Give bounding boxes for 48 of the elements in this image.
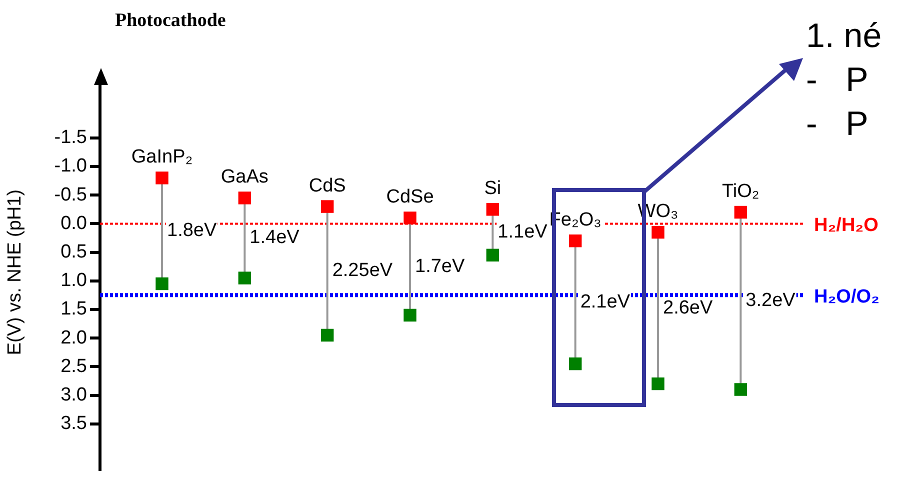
point xyxy=(156,277,168,290)
annotation: 1.8eV xyxy=(167,220,217,242)
ref-line-label: H₂O/O₂ xyxy=(814,286,880,308)
ref-line-label: H₂/H₂O xyxy=(814,214,878,236)
point xyxy=(568,357,582,370)
annotation: 1.7eV xyxy=(415,256,465,277)
point xyxy=(652,226,664,239)
point xyxy=(238,192,252,204)
point xyxy=(568,234,582,248)
text: - P xyxy=(806,60,870,101)
point xyxy=(486,248,500,262)
annotation: 1.1eV xyxy=(498,222,548,242)
y-tick-label: -1.5 xyxy=(54,127,87,148)
annotation: 2.6eV xyxy=(663,297,713,318)
point xyxy=(238,272,252,284)
point xyxy=(320,328,334,342)
point xyxy=(404,212,416,224)
point xyxy=(486,203,500,216)
y-tick-label: -0.5 xyxy=(54,184,87,206)
y-tick-label: 3.0 xyxy=(60,384,87,406)
annotation: 2.1eV xyxy=(580,292,630,313)
y-tick-label: 0.0 xyxy=(60,212,87,234)
point xyxy=(734,383,748,396)
y-tick-label: -1.0 xyxy=(54,156,87,177)
y-tick-label: 1.0 xyxy=(60,270,87,292)
y-tick-label: 2.5 xyxy=(60,356,87,377)
point xyxy=(156,172,168,184)
x-tick-label: Si xyxy=(484,178,502,200)
x-tick-label: CdS xyxy=(308,175,346,196)
y-tick-label: 3.5 xyxy=(60,413,87,434)
x-tick-label: GaInP₂ xyxy=(131,146,193,168)
annotation: 2.25eV xyxy=(332,260,393,282)
point xyxy=(652,377,664,390)
text: - P xyxy=(806,104,870,145)
x-tick-label: TiO₂ xyxy=(722,180,760,202)
annotation: 1.4eV xyxy=(250,227,300,248)
x-tick-label: GaAs xyxy=(220,166,268,188)
annotation: 3.2eV xyxy=(746,290,796,312)
y-axis-title: E(V) vs. NHE (pH1) xyxy=(4,189,26,356)
point xyxy=(404,308,416,322)
y-tick-label: 1.5 xyxy=(60,298,87,320)
y-tick-label: 0.5 xyxy=(60,242,87,263)
point xyxy=(320,200,334,213)
text: 1. né xyxy=(806,16,882,57)
point xyxy=(734,206,748,219)
chart-title: Photocathode xyxy=(115,10,226,32)
y-tick-label: 2.0 xyxy=(60,327,87,348)
x-tick-label: CdSe xyxy=(386,186,434,208)
